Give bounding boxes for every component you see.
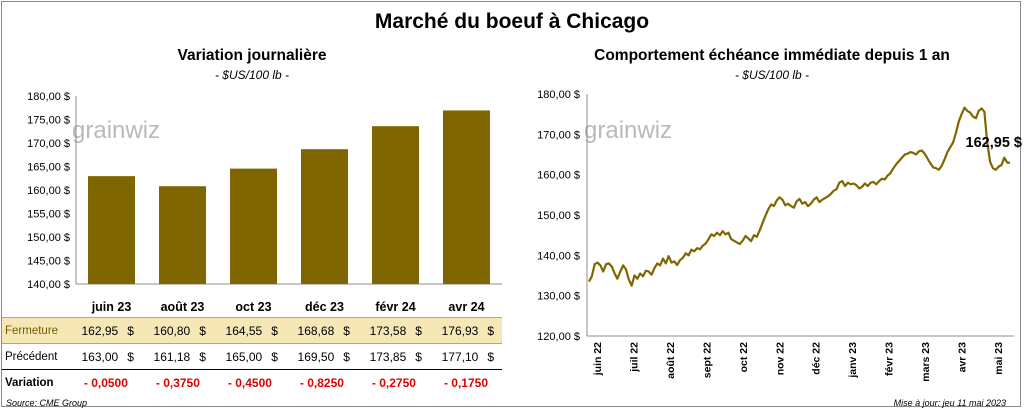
bar-chart-title: Variation journalière — [177, 47, 327, 64]
x-tick-label: juin 22 — [592, 342, 604, 376]
row-label: Fermeture — [2, 317, 70, 344]
x-tick-label: déc 22 — [811, 342, 823, 375]
table-row-fermeture: Fermeture 162,95 $ 160,80 $ 164,55 $ 168,68… — [2, 317, 502, 344]
page-title: Marché du boeuf à Chicago — [374, 10, 650, 33]
table-cell: 161,18 $ — [141, 343, 214, 370]
y-tick-label: 160,00 $ — [537, 170, 580, 182]
row-label: Variation — [5, 376, 54, 389]
grainwiz-watermark: grainwiz — [72, 117, 160, 144]
x-tick-label: août 22 — [665, 342, 677, 379]
line-chart-title: Comportement échéance immédiate depuis 1… — [594, 47, 950, 64]
y-tick-label: 140,00 $ — [27, 279, 70, 291]
y-tick-label: 120,00 $ — [537, 331, 580, 343]
line-chart: grainwiz 120,00 $ 130,00 $ 140,00 $ 150,00 … — [537, 89, 1022, 382]
y-tick-label: 155,00 $ — [27, 209, 70, 221]
x-tick-label: févr 24 — [375, 300, 415, 314]
y-tick-label: 165,00 $ — [27, 162, 70, 174]
source-note: Source: CME Group — [6, 398, 88, 408]
x-tick-label: janv 23 — [847, 342, 859, 379]
table-cell: 165,00 $ — [213, 343, 286, 370]
price-line — [588, 106, 1011, 287]
y-tick-label: 140,00 $ — [537, 250, 580, 262]
x-tick-label: août 23 — [161, 300, 205, 314]
y-tick-label: 180,00 $ — [537, 89, 580, 101]
table-cell: - 0,1750 — [443, 375, 488, 390]
table-cell: 160,80 $ — [141, 317, 214, 344]
table-cell: - 0,8250 — [299, 375, 344, 390]
table-cell: 168,68 $ — [285, 317, 358, 344]
table-cell: 173,58 $ — [357, 317, 430, 344]
y-tick-label: 150,00 $ — [27, 232, 70, 244]
x-tick-label: févr 23 — [884, 342, 896, 376]
x-tick-label: mars 23 — [920, 342, 932, 382]
line-chart-subtitle: - $US/100 lb - — [734, 68, 810, 82]
table-row-precedent: Précédent 163,00 $ 161,18 $ 165,00 $ 169,50… — [2, 343, 502, 370]
x-tick-label: mai 23 — [993, 342, 1005, 375]
x-tick-label: juin 23 — [91, 300, 132, 314]
bar-chart-subtitle: - $US/100 lb - — [214, 68, 290, 82]
table-cell: - 0,4500 — [227, 375, 272, 390]
x-tick-label: avr 24 — [448, 300, 484, 314]
table-cell: 173,85 $ — [357, 343, 430, 370]
quotes-table: Fermeture 162,95 $ 160,80 $ 164,55 $ 168,68… — [2, 317, 502, 395]
y-tick-label: 170,00 $ — [27, 138, 70, 150]
bar — [88, 176, 135, 284]
bar — [159, 186, 206, 284]
bar — [301, 149, 348, 284]
table-cell: - 0,0500 — [83, 375, 128, 390]
row-label: Précédent — [2, 343, 70, 370]
y-tick-label: 130,00 $ — [537, 291, 580, 303]
table-cell: 177,10 $ — [429, 343, 502, 370]
table-cell: 162,95 $ — [69, 317, 142, 344]
grainwiz-watermark: grainwiz — [584, 117, 672, 144]
bar — [372, 126, 419, 284]
y-tick-label: 145,00 $ — [27, 256, 70, 268]
y-tick-label: 170,00 $ — [537, 129, 580, 141]
table-cell: - 0,3750 — [155, 375, 200, 390]
x-tick-label: déc 23 — [305, 300, 344, 314]
y-tick-label: 180,00 $ — [27, 91, 70, 103]
bar — [230, 168, 277, 284]
table-cell: 169,50 $ — [285, 343, 358, 370]
table-row-variation: Variation - 0,0500 - 0,3750 - 0,4500 - 0… — [2, 370, 502, 396]
bar-chart: grainwiz 140,00 $ 145,00 $ 150,00 $ 155,00 … — [27, 91, 502, 314]
x-tick-label: nov 22 — [774, 342, 786, 375]
update-note: Mise à jour: jeu 11 mai 2023 — [893, 398, 1006, 408]
table-cell: - 0,2750 — [371, 375, 416, 390]
table-cell: 163,00 $ — [69, 343, 142, 370]
x-tick-label: avr 23 — [957, 342, 969, 373]
y-tick-label: 160,00 $ — [27, 185, 70, 197]
last-value-label: 162,95 $ — [966, 135, 1022, 151]
y-tick-label: 150,00 $ — [537, 210, 580, 222]
x-tick-label: sept 22 — [701, 342, 713, 378]
table-cell: 176,93 $ — [429, 317, 502, 344]
bar — [443, 110, 490, 284]
x-tick-label: oct 23 — [235, 300, 271, 314]
table-cell: 164,55 $ — [213, 317, 286, 344]
y-tick-label: 175,00 $ — [27, 115, 70, 127]
x-tick-label: oct 22 — [738, 342, 750, 373]
x-tick-label: juil 22 — [628, 342, 640, 373]
